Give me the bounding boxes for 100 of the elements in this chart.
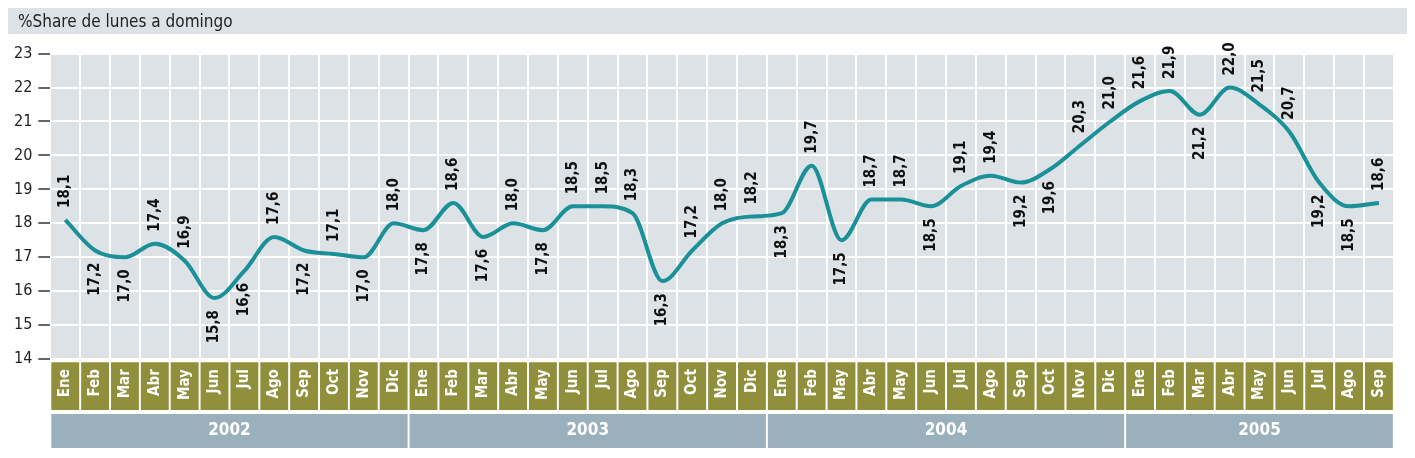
- y-tick-label: 21: [14, 110, 33, 130]
- x-tick-label: Mar: [473, 368, 492, 399]
- x-tick-label: Sep: [1010, 368, 1029, 398]
- data-label: 15,8: [204, 310, 223, 344]
- data-label: 22,0: [1219, 42, 1238, 76]
- text: 2002: [208, 419, 251, 440]
- data-label: 19,4: [980, 130, 999, 164]
- data-label: 18,7: [861, 154, 880, 188]
- data-label: 20,7: [1279, 86, 1298, 120]
- data-label: 18,6: [443, 157, 462, 191]
- x-tick-label: Jun: [562, 369, 581, 395]
- x-tick-label: Oct: [682, 368, 701, 396]
- y-tick-label: 16: [14, 280, 33, 300]
- x-tick-label: May: [174, 368, 193, 400]
- x-tick-label: Nov: [711, 368, 730, 399]
- data-label: 17,8: [532, 242, 551, 276]
- text: 2003: [566, 419, 610, 440]
- x-tick-label: May: [831, 368, 850, 400]
- text: 2004: [924, 419, 968, 440]
- text: 2005: [1238, 419, 1281, 440]
- x-tick-label: May: [1249, 368, 1268, 400]
- x-tick-label: Jun: [204, 369, 223, 395]
- y-tick-label: 14: [14, 348, 33, 368]
- data-label: 18,0: [383, 178, 402, 212]
- x-tick-label: Feb: [801, 368, 820, 397]
- data-label: 17,2: [682, 205, 701, 239]
- x-tick-label: Ene: [771, 369, 790, 398]
- data-label: 19,2: [1010, 194, 1029, 228]
- data-label: 17,0: [353, 269, 372, 303]
- y-tick-label: 20: [14, 144, 33, 164]
- y-tick-label: 23: [14, 42, 33, 62]
- data-label: 17,6: [264, 191, 283, 225]
- x-tick-label: Feb: [1159, 368, 1178, 397]
- data-label: 18,0: [502, 178, 521, 212]
- data-label: 21,0: [1100, 76, 1119, 110]
- x-tick-label: Jun: [920, 369, 939, 395]
- y-tick-label: 17: [14, 246, 33, 266]
- data-label: 16,3: [652, 293, 671, 327]
- x-tick-label: Feb: [84, 368, 103, 397]
- x-tick-label: Dic: [1100, 369, 1119, 393]
- x-tick-label: Dic: [741, 369, 760, 393]
- y-tick-label: 22: [14, 76, 33, 96]
- x-tick-label: Jul: [950, 369, 969, 390]
- x-tick-label: Ene: [55, 369, 74, 398]
- data-label: 18,5: [1338, 218, 1357, 252]
- data-label: 21,9: [1159, 45, 1178, 79]
- data-label: 16,9: [174, 215, 193, 249]
- data-label: 18,5: [562, 161, 581, 195]
- x-tick-label: May: [532, 368, 551, 400]
- data-label: 18,2: [741, 171, 760, 205]
- data-label: 16,6: [234, 282, 253, 317]
- data-label: 18,5: [920, 218, 939, 252]
- data-label: 19,6: [1040, 181, 1059, 215]
- x-tick-label: Oct: [323, 368, 342, 396]
- data-label: 19,7: [801, 120, 820, 154]
- x-tick-label: Abr: [1219, 368, 1238, 396]
- data-label: 21,2: [1189, 126, 1208, 160]
- x-tick-label: Feb: [443, 368, 462, 397]
- data-label: 21,5: [1249, 59, 1268, 93]
- x-tick-label: Abr: [502, 368, 521, 396]
- data-label: 19,1: [950, 140, 969, 174]
- x-tick-label: Jul: [234, 369, 253, 390]
- data-label: 18,7: [891, 154, 910, 188]
- data-label: 17,0: [114, 269, 133, 303]
- x-tick-label: Mar: [114, 368, 133, 399]
- x-tick-label: Ago: [1338, 369, 1357, 399]
- data-label: 18,0: [711, 178, 730, 212]
- data-label: 17,6: [473, 248, 492, 283]
- data-label: 17,5: [831, 252, 850, 286]
- data-label: 18,6: [1368, 157, 1387, 191]
- y-tick-label: 15: [14, 314, 33, 334]
- x-tick-label: Nov: [1070, 368, 1089, 399]
- x-tick-label: Sep: [1368, 368, 1387, 398]
- x-tick-label: Ene: [1129, 369, 1148, 398]
- x-tick-label: Ago: [980, 369, 999, 399]
- x-tick-label: Jun: [1279, 369, 1298, 395]
- x-tick-label: Jul: [1309, 369, 1328, 390]
- x-tick-label: Mar: [1189, 368, 1208, 399]
- x-tick-label: Ago: [264, 369, 283, 399]
- data-label: 18,1: [55, 174, 74, 208]
- x-tick-label: May: [891, 368, 910, 400]
- x-tick-label: Abr: [144, 368, 163, 396]
- data-label: 18,5: [592, 161, 611, 195]
- x-tick-label: Sep: [293, 368, 312, 398]
- x-tick-label: Sep: [652, 368, 671, 398]
- data-label: 19,2: [1309, 194, 1328, 228]
- y-tick-label: 19: [14, 178, 33, 198]
- data-label: 17,8: [413, 242, 432, 276]
- data-label: 17,4: [144, 198, 163, 232]
- x-tick-label: Dic: [383, 369, 402, 393]
- data-label: 17,2: [84, 262, 103, 296]
- x-tick-label: Ene: [413, 369, 432, 398]
- data-label: 20,3: [1070, 99, 1089, 134]
- x-tick-label: Ago: [622, 369, 641, 399]
- data-label: 18,3: [622, 167, 641, 202]
- x-tick-label: Abr: [861, 368, 880, 396]
- x-tick-label: Oct: [1040, 368, 1059, 396]
- data-label: 21,6: [1129, 55, 1148, 90]
- data-label: 18,3: [771, 225, 790, 259]
- x-tick-label: Nov: [353, 368, 372, 399]
